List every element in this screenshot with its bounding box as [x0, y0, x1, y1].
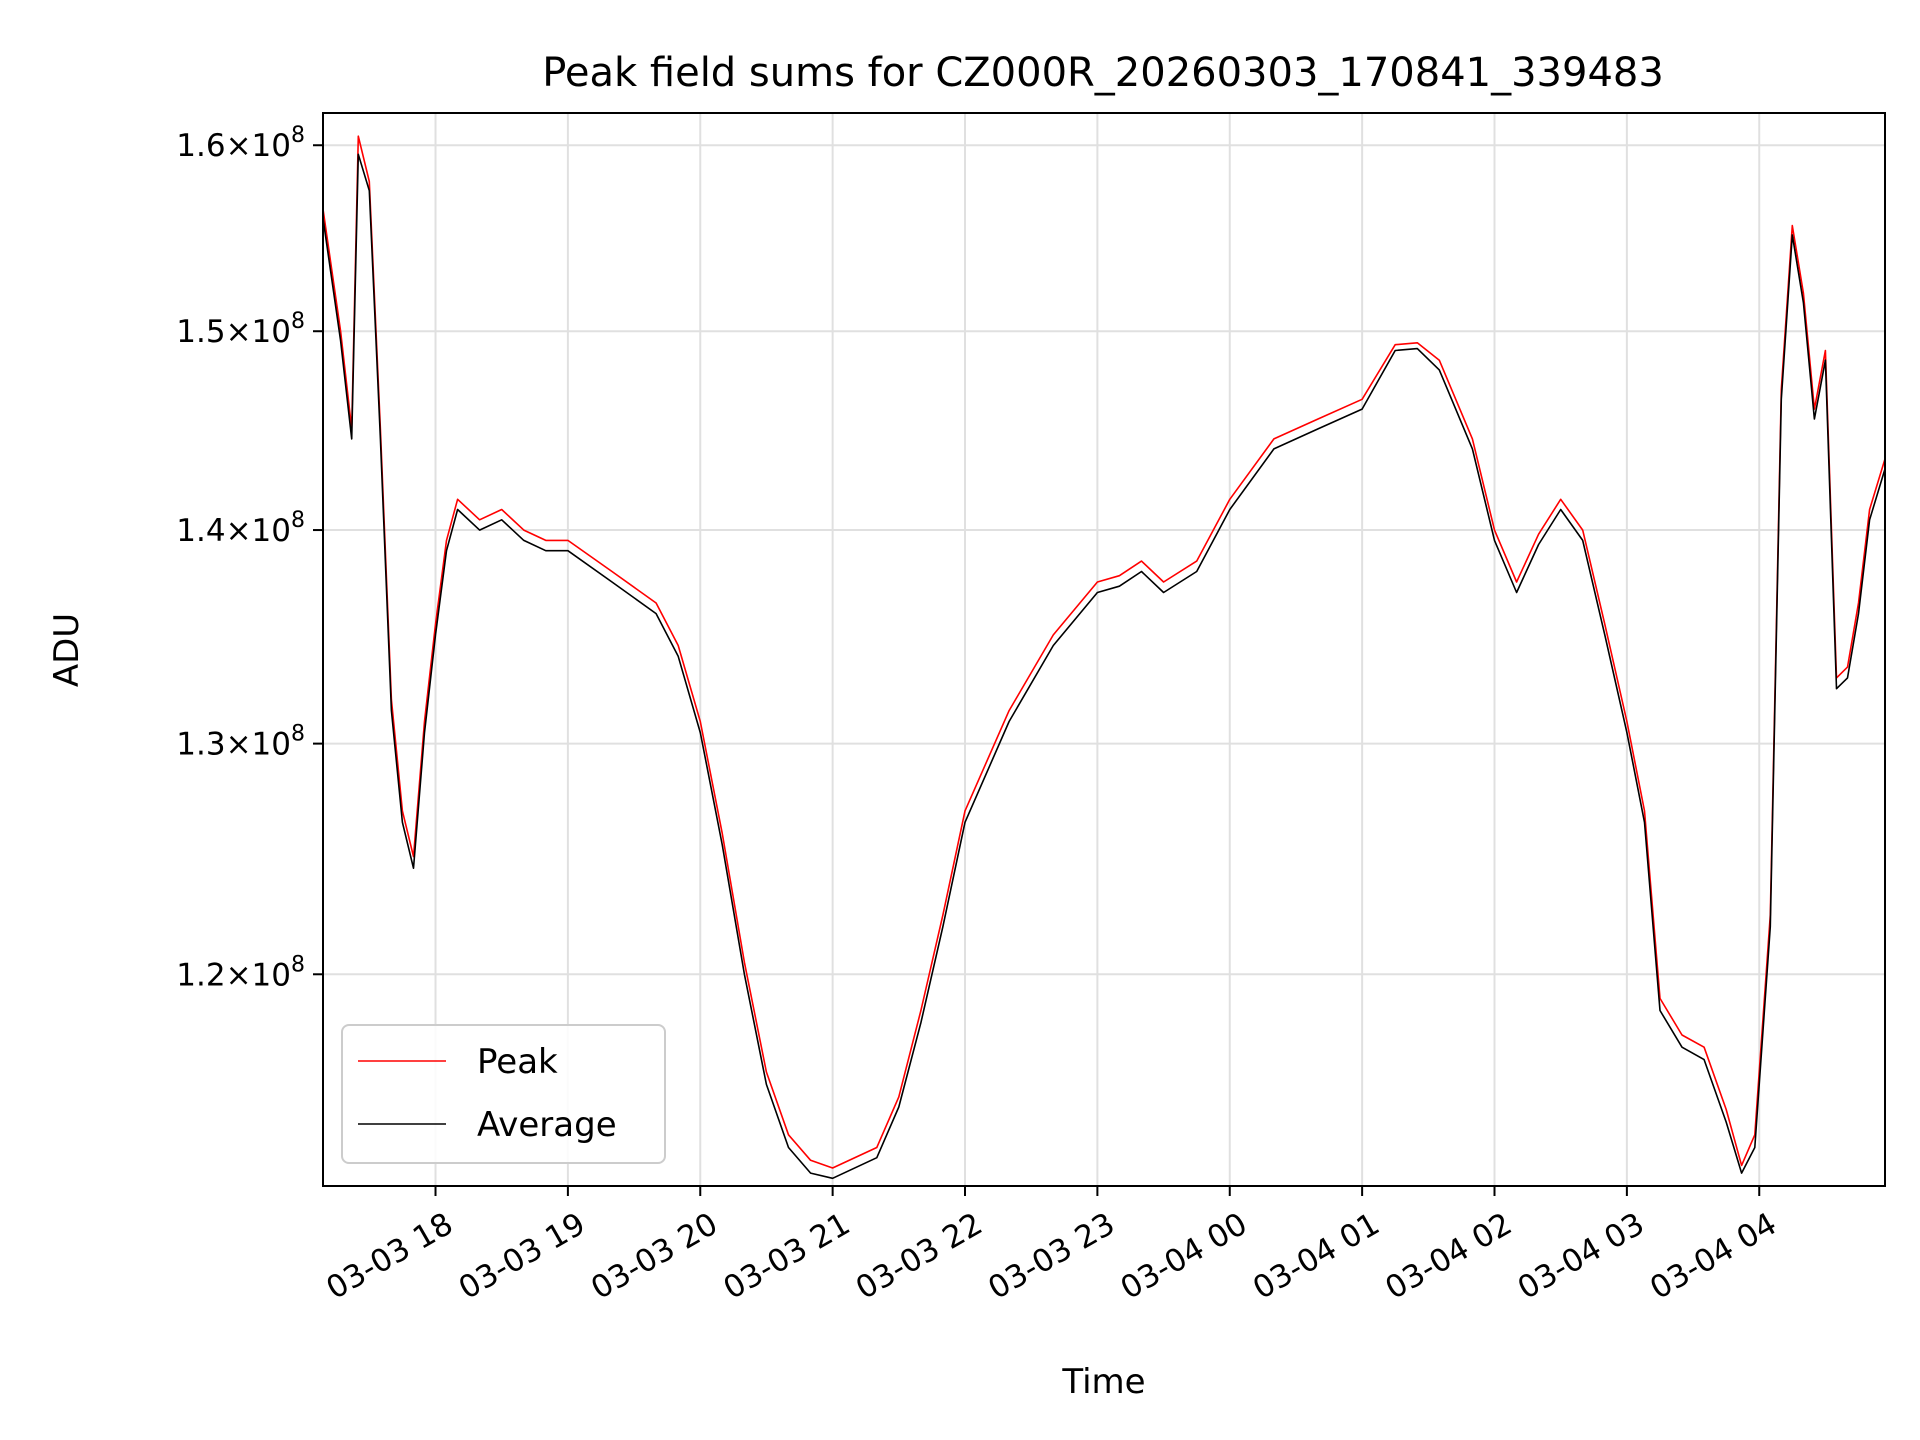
- series-layer: [322, 135, 1886, 1180]
- legend-label-peak: Peak: [477, 1042, 558, 1082]
- series-line-average: [322, 153, 1886, 1180]
- legend: Peak Average: [341, 1024, 666, 1164]
- y-tick-label: 1.3×108: [176, 722, 305, 763]
- y-axis: 1.2×108 1.3×108 1.4×108 1.5×108 1.6×108: [176, 123, 323, 993]
- legend-label-average: Average: [477, 1105, 617, 1145]
- y-tick-label: 1.5×108: [176, 309, 305, 350]
- y-tick-label: 1.6×108: [176, 123, 305, 164]
- legend-box: [341, 1024, 666, 1164]
- plot-frame: [322, 112, 1886, 1187]
- y-tick-label: 1.2×108: [176, 952, 305, 993]
- y-tick-label: 1.4×108: [176, 508, 305, 549]
- y-axis-title: ADU: [47, 613, 87, 687]
- x-axis-title: Time: [1061, 1362, 1145, 1402]
- grid: [323, 113, 1885, 1186]
- series-line-peak: [322, 135, 1886, 1169]
- chart-title: Peak field sums for CZ000R_20260303_1708…: [542, 50, 1664, 96]
